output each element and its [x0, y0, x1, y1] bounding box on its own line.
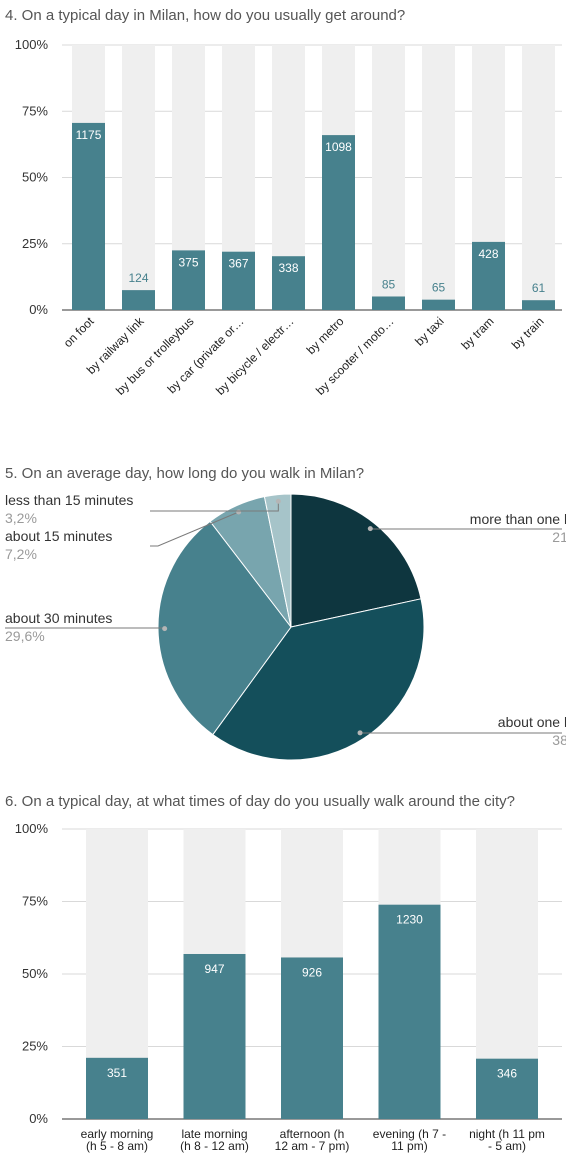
chart-1-data-label: 61 [532, 281, 546, 295]
chart-2-leader-line [150, 511, 239, 547]
chart-2-leader-dot [275, 498, 281, 504]
chart-1-data-label: 428 [478, 247, 498, 261]
chart-2-title: 5. On an average day, how long do you wa… [5, 465, 364, 482]
chart-3-bar [86, 1057, 148, 1119]
chart-1-y-tick: 50% [22, 170, 48, 185]
chart-3-x-label: (h 8 - 12 am) [180, 1139, 249, 1153]
chart-2-slice [263, 493, 292, 628]
chart-3-y-tick: 100% [15, 821, 49, 836]
chart-3-x-label: late morning [181, 1127, 247, 1141]
chart-2-slice-label: about 30 minutes [5, 610, 112, 626]
chart-3-y-tick: 50% [22, 966, 48, 981]
chart-1-data-label: 85 [382, 277, 396, 291]
chart-1-data-label: 1098 [325, 140, 352, 154]
chart-1-y-tick: 25% [22, 236, 48, 251]
chart-3-y-tick: 0% [29, 1111, 48, 1126]
chart-1-data-label: 124 [128, 271, 148, 285]
chart-2-slice [157, 520, 292, 736]
chart-1-title: 4. On a typical day in Milan, how do you… [5, 7, 405, 24]
chart-3-bar: 0% 25% 50% 75% 100% 351 early morning(h 5 - 8 … [15, 821, 562, 1153]
chart-1-bar-track [422, 45, 455, 310]
chart-1-bar [222, 251, 255, 310]
chart-1-bar [522, 300, 555, 310]
chart-3-x-label: - 5 am) [488, 1139, 526, 1153]
chart-2-leader-dot [367, 526, 373, 532]
chart-1-data-label: 338 [278, 261, 298, 275]
chart-1-x-label: by metro [304, 314, 347, 357]
chart-1-bar-track [372, 45, 405, 310]
chart-2-slice-label: more than one hour [470, 511, 566, 527]
chart-3-x-label: 11 pm) [391, 1139, 427, 1153]
chart-1-data-label: 367 [228, 257, 248, 271]
chart-2-slice [212, 598, 425, 761]
chart-3-x-label: evening (h 7 - [373, 1127, 446, 1141]
chart-2-leader-line [150, 501, 279, 512]
chart-2-slice-label: less than 15 minutes [5, 492, 133, 508]
chart-3-bar [183, 953, 246, 1119]
chart-1-data-label: 375 [178, 255, 198, 269]
chart-3-y-tick: 75% [22, 894, 48, 909]
chart-1-bar [422, 299, 455, 310]
chart-2-slice-percent: 29,6% [5, 628, 45, 644]
chart-1-y-tick: 100% [15, 37, 49, 52]
chart-1-bar [172, 250, 205, 310]
chart-2-slice-percent: 7,2% [5, 546, 37, 562]
chart-3-x-label: night (h 11 pm [469, 1127, 545, 1141]
chart-1-x-label: by taxi [412, 314, 446, 348]
chart-2-slice-percent: 38,4% [552, 732, 566, 748]
chart-3-bar [476, 1058, 538, 1119]
chart-3-bar [378, 904, 441, 1119]
chart-1-x-label: by tram [458, 314, 496, 352]
chart-3-data-label: 1230 [396, 913, 423, 927]
chart-2-pie: more than one hour 21,6% about one hour 38,… [5, 492, 566, 761]
chart-3-data-label: 351 [107, 1066, 127, 1080]
chart-2-leader-dot [236, 509, 242, 515]
chart-2-slice-label: about 15 minutes [5, 528, 112, 544]
chart-3-x-label: (h 5 - 8 am) [86, 1139, 148, 1153]
chart-2-slice-label: about one hour [498, 714, 566, 730]
chart-2-leader-dot [162, 626, 168, 632]
chart-1-bar [272, 256, 305, 310]
chart-1-bar [372, 296, 405, 310]
chart-1-data-label: 65 [432, 281, 446, 295]
chart-1-bar-track [522, 45, 555, 310]
chart-2-slice-percent: 21,6% [552, 529, 566, 545]
chart-1-bar [122, 290, 155, 310]
chart-1-x-label: by train [509, 314, 547, 352]
chart-1-data-label: 1175 [76, 128, 102, 142]
chart-3-x-label: early morning [81, 1127, 154, 1141]
chart-3-data-label: 947 [204, 962, 224, 976]
chart-2-slice [290, 493, 422, 628]
chart-3-bar [281, 957, 343, 1119]
chart-3-x-label: 12 am - 7 pm) [275, 1139, 350, 1153]
chart-1-y-tick: 75% [22, 103, 48, 118]
chart-1-bar-track [122, 45, 155, 310]
chart-2-slice-percent: 3,2% [5, 510, 37, 526]
chart-3-x-label: afternoon (h [280, 1127, 345, 1141]
chart-3-title: 6. On a typical day, at what times of da… [5, 793, 515, 810]
chart-3-data-label: 926 [302, 965, 322, 979]
chart-1-y-tick: 0% [29, 302, 48, 317]
chart-2-leader-dot [357, 730, 363, 736]
chart-1-bar [72, 122, 105, 310]
chart-1-bar [472, 241, 505, 310]
chart-1-x-label: on foot [61, 314, 97, 350]
chart-3-y-tick: 25% [22, 1039, 48, 1054]
chart-1-bar [322, 135, 355, 310]
chart-3-data-label: 346 [497, 1067, 517, 1081]
